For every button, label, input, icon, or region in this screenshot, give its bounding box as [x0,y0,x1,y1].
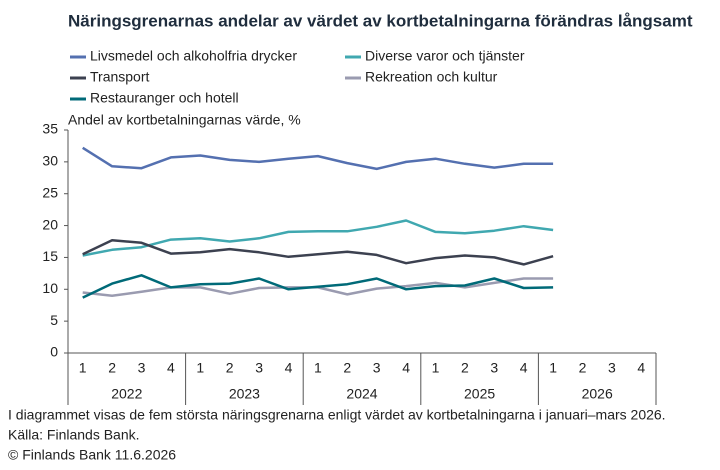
year-label: 2025 [464,386,495,402]
x-tick-label: 2 [343,360,351,376]
note: © Finlands Bank 11.6.2026 [8,447,176,463]
y-tick-label: 15 [42,248,58,264]
y-tick-label: 30 [42,153,58,169]
x-tick-label: 1 [196,360,204,376]
y-tick-label: 10 [42,280,58,296]
note: Källa: Finlands Bank. [8,427,140,443]
y-tick-label: 0 [50,344,58,360]
x-tick-label: 3 [255,360,263,376]
y-tick-label: 25 [42,184,58,200]
x-tick-label: 1 [314,360,322,376]
x-tick-label: 1 [79,360,87,376]
year-label: 2024 [346,386,377,402]
chart-title: Näringsgrenarnas andelar av värdet av ko… [68,11,693,30]
y-tick-label: 20 [42,216,58,232]
x-tick-label: 2 [461,360,469,376]
y-tick-label: 5 [50,312,58,328]
x-tick-label: 4 [637,360,645,376]
series-line [82,274,554,299]
x-tick-label: 3 [490,360,498,376]
x-tick-label: 2 [226,360,234,376]
x-tick-label: 4 [520,360,528,376]
year-label: 2022 [111,386,142,402]
x-tick-label: 4 [285,360,293,376]
y-tick-label: 35 [42,121,58,137]
x-tick-label: 1 [549,360,557,376]
legend-label: Livsmedel och alkoholfria drycker [90,48,297,64]
series-line [82,219,554,257]
x-tick-label: 3 [373,360,381,376]
y-axis-label: Andel av kortbetalningarnas värde, % [68,112,301,128]
x-tick-label: 3 [138,360,146,376]
x-tick-label: 2 [108,360,116,376]
x-tick-label: 1 [432,360,440,376]
x-tick-label: 4 [402,360,410,376]
legend-label: Transport [90,69,150,85]
legend-label: Restauranger och hotell [90,90,239,106]
year-label: 2026 [582,386,613,402]
legend-label: Diverse varor och tjänster [365,48,525,64]
x-tick-label: 3 [608,360,616,376]
x-tick-label: 4 [167,360,175,376]
note: I diagrammet visas de fem största näring… [8,407,666,423]
legend-label: Rekreation och kultur [365,69,498,85]
series-line [82,238,554,266]
year-label: 2023 [229,386,260,402]
x-tick-label: 2 [579,360,587,376]
series-line [82,146,554,171]
